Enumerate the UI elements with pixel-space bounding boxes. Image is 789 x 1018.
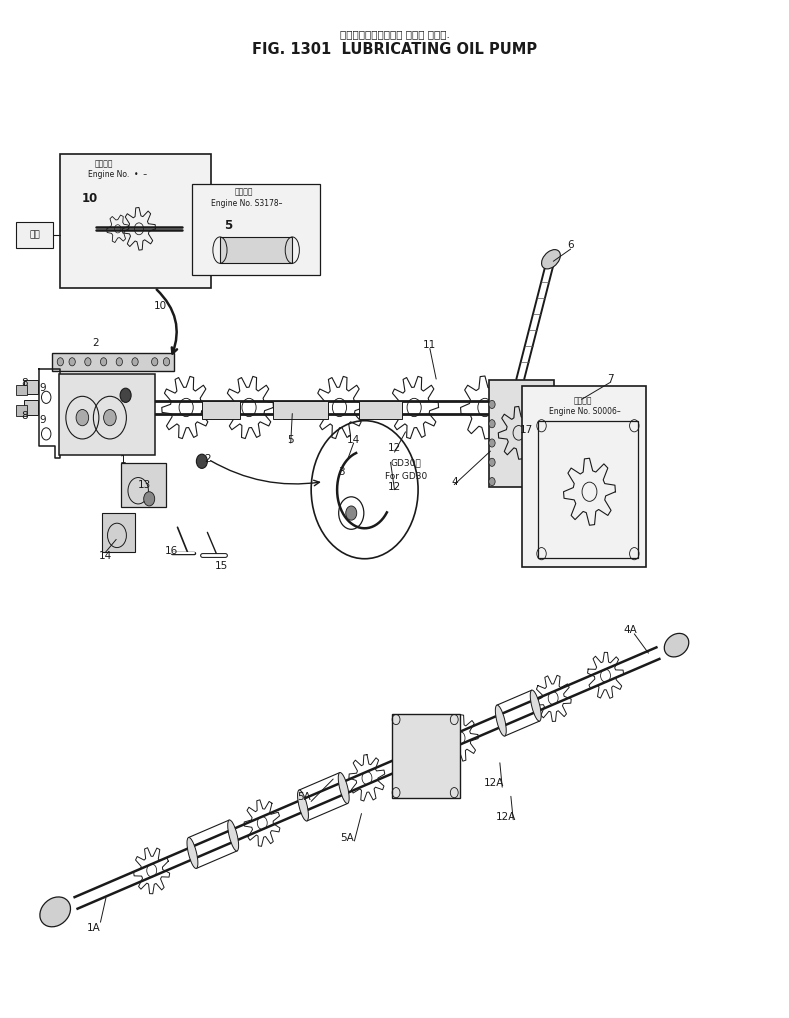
Bar bbox=[537, 420, 638, 558]
Text: 7: 7 bbox=[608, 374, 614, 384]
Circle shape bbox=[489, 419, 495, 428]
Text: 10: 10 bbox=[154, 301, 166, 310]
Text: 5A: 5A bbox=[297, 792, 311, 802]
Text: ルーブリケーティング オイル ポンプ.: ルーブリケーティング オイル ポンプ. bbox=[339, 29, 450, 39]
Text: 4A: 4A bbox=[623, 625, 638, 635]
Circle shape bbox=[144, 492, 155, 506]
Text: Engine No. S3178–: Engine No. S3178– bbox=[211, 199, 282, 208]
Bar bbox=[60, 154, 211, 288]
Circle shape bbox=[489, 477, 495, 486]
Text: 11: 11 bbox=[423, 340, 436, 349]
Ellipse shape bbox=[432, 733, 443, 764]
Bar bbox=[53, 352, 174, 371]
Bar bbox=[16, 222, 54, 248]
Text: 5: 5 bbox=[287, 435, 294, 445]
Bar bbox=[359, 401, 402, 418]
Bar bbox=[121, 463, 166, 507]
Circle shape bbox=[103, 409, 116, 426]
Circle shape bbox=[116, 357, 122, 365]
Text: 1A: 1A bbox=[88, 923, 101, 934]
Bar bbox=[392, 715, 460, 798]
Circle shape bbox=[547, 477, 553, 486]
Text: 10: 10 bbox=[82, 191, 99, 205]
Text: For GD30: For GD30 bbox=[385, 472, 428, 482]
Ellipse shape bbox=[664, 633, 689, 657]
Circle shape bbox=[163, 357, 170, 365]
Text: 1: 1 bbox=[120, 455, 126, 465]
Text: 17: 17 bbox=[520, 425, 533, 435]
Text: 12: 12 bbox=[388, 482, 401, 492]
Text: Engine No.  •  –: Engine No. • – bbox=[88, 170, 148, 179]
Text: 4: 4 bbox=[451, 476, 458, 487]
Bar bbox=[220, 237, 292, 264]
Text: 2: 2 bbox=[92, 338, 99, 347]
Text: 適用番号: 適用番号 bbox=[95, 160, 113, 168]
Ellipse shape bbox=[402, 745, 413, 776]
Ellipse shape bbox=[338, 773, 350, 803]
Ellipse shape bbox=[297, 790, 308, 821]
Text: 2: 2 bbox=[204, 454, 211, 464]
Text: 3: 3 bbox=[338, 467, 344, 477]
Circle shape bbox=[346, 506, 357, 520]
Circle shape bbox=[76, 409, 88, 426]
Circle shape bbox=[489, 400, 495, 408]
Bar bbox=[24, 380, 39, 394]
Circle shape bbox=[151, 357, 158, 365]
Text: GD30用: GD30用 bbox=[391, 459, 421, 468]
Bar bbox=[489, 380, 554, 487]
Bar bbox=[102, 513, 135, 552]
Text: 14: 14 bbox=[347, 435, 361, 445]
Circle shape bbox=[489, 458, 495, 466]
Text: 14: 14 bbox=[99, 551, 112, 561]
Text: 前方: 前方 bbox=[29, 230, 39, 239]
Ellipse shape bbox=[541, 249, 560, 269]
Text: 8: 8 bbox=[21, 410, 28, 420]
Text: 適用番号: 適用番号 bbox=[574, 396, 593, 405]
Ellipse shape bbox=[606, 419, 615, 444]
Circle shape bbox=[132, 357, 138, 365]
Text: 9: 9 bbox=[39, 383, 46, 393]
Text: Engine No. S0006–: Engine No. S0006– bbox=[549, 407, 621, 416]
Circle shape bbox=[100, 357, 107, 365]
Text: 8: 8 bbox=[21, 378, 28, 388]
Bar bbox=[522, 386, 646, 567]
Text: 12A: 12A bbox=[496, 811, 516, 822]
Ellipse shape bbox=[40, 897, 70, 926]
Ellipse shape bbox=[530, 690, 541, 721]
Circle shape bbox=[84, 357, 91, 365]
Text: 13: 13 bbox=[138, 479, 151, 490]
Ellipse shape bbox=[495, 705, 507, 736]
Bar bbox=[59, 374, 155, 455]
Bar bbox=[193, 184, 320, 276]
Bar bbox=[202, 401, 240, 418]
Bar bbox=[273, 401, 327, 418]
Text: 5: 5 bbox=[224, 219, 232, 232]
Text: 9: 9 bbox=[39, 414, 46, 425]
Text: 12A: 12A bbox=[484, 778, 503, 788]
Text: 12: 12 bbox=[388, 443, 401, 453]
Text: 15: 15 bbox=[215, 561, 228, 571]
Ellipse shape bbox=[228, 819, 238, 851]
Circle shape bbox=[196, 454, 208, 468]
Bar bbox=[17, 405, 28, 415]
Circle shape bbox=[547, 400, 553, 408]
Text: 16: 16 bbox=[165, 546, 178, 556]
Text: 適用番号: 適用番号 bbox=[234, 187, 252, 196]
Circle shape bbox=[58, 357, 63, 365]
Text: 5A: 5A bbox=[340, 833, 354, 843]
Circle shape bbox=[69, 357, 75, 365]
Text: 6: 6 bbox=[567, 240, 574, 250]
Bar bbox=[24, 400, 39, 414]
Ellipse shape bbox=[187, 838, 198, 868]
Text: FIG. 1301  LUBRICATING OIL PUMP: FIG. 1301 LUBRICATING OIL PUMP bbox=[252, 42, 537, 57]
Bar bbox=[17, 385, 28, 395]
Circle shape bbox=[489, 439, 495, 447]
Circle shape bbox=[120, 388, 131, 402]
